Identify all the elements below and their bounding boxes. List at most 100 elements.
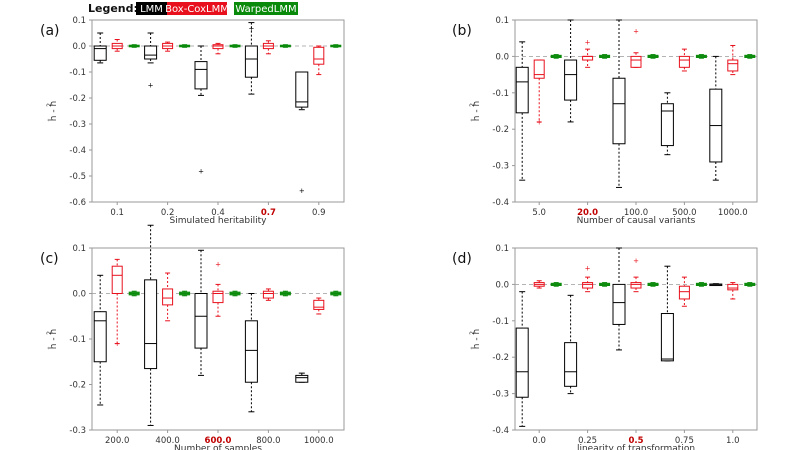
y-axis-label-exponent: 2 (469, 103, 476, 107)
box-lmm-3 (660, 92, 674, 156)
outlier-point: + (633, 257, 639, 265)
y-tick-label: 0.0 (72, 42, 86, 52)
box-boxcoxlmm-3 (678, 276, 690, 307)
panel-b: (b) -0.4 -0.3 -0.2 -0.1 0.0 0.1 5.0 20.0 100.0 500… (452, 16, 758, 226)
y-axis-label: ĥ - h (47, 101, 59, 122)
panel-label: (d) (452, 251, 472, 267)
x-tick-label: 0.1 (110, 208, 124, 218)
y-axis-label: ĥ - h (470, 101, 482, 122)
box-body (582, 282, 594, 289)
legend-label-boxcox: Box-CoxLMM (165, 4, 229, 15)
box-boxcoxlmm-1: + (582, 265, 594, 293)
box-warpedlmm-1 (599, 54, 611, 59)
x-tick-label: 1.0 (726, 436, 740, 446)
box-boxcoxlmm-1 (162, 41, 174, 52)
box-body (515, 66, 529, 114)
box-boxcoxlmm-4 (727, 282, 739, 300)
outlier-point: + (248, 24, 254, 32)
box-warpedlmm-3 (279, 44, 291, 48)
y-tick-label: 0.0 (72, 290, 86, 300)
box-boxcoxlmm-2: + (212, 260, 224, 317)
box-body (612, 283, 626, 325)
box-warpedlmm-0 (550, 54, 562, 59)
outlier-point: + (585, 265, 591, 273)
outlier-point: + (299, 187, 305, 195)
y-tick-label: -0.2 (492, 125, 509, 135)
y-tick-label: -0.4 (492, 426, 509, 436)
box-body (660, 313, 674, 362)
panel-label: (c) (40, 251, 59, 267)
x-tick-label: 5.0 (532, 208, 546, 218)
box-lmm-0 (515, 291, 529, 427)
y-tick-label: 0.1 (495, 16, 509, 26)
x-axis-label: linearity of transformation (577, 444, 695, 450)
box-warpedlmm-4 (744, 54, 756, 59)
box-lmm-0 (515, 41, 529, 181)
legend-title: Legend: (88, 2, 138, 15)
box-body (612, 77, 626, 145)
y-tick-label: -0.3 (492, 390, 509, 400)
box-warpedlmm-2 (229, 44, 241, 48)
box-body (564, 342, 578, 387)
box-boxcoxlmm-1 (162, 272, 174, 322)
box-boxcoxlmm-2: + (630, 27, 642, 68)
box-lmm-4: + (295, 71, 309, 195)
legend-label-lmm: LMM (140, 4, 163, 15)
outlier-point: + (536, 118, 542, 126)
y-tick-label: -0.1 (492, 89, 509, 99)
plot-frame (91, 247, 345, 431)
panel-d: (d) -0.4 -0.3 -0.2 -0.1 0.0 0.1 0.0 0.25 0.5 0.75 1… (452, 244, 758, 450)
box-lmm-1: + (144, 32, 158, 90)
outlier-point: + (633, 27, 639, 35)
box-body (144, 279, 158, 370)
y-tick-label: -0.1 (492, 317, 509, 327)
x-tick-label: 0.25 (578, 436, 597, 446)
box-boxcoxlmm-2 (212, 42, 224, 55)
y-tick-label: -0.6 (69, 198, 86, 208)
x-tick-label: 0.5 (628, 436, 643, 446)
box-boxcoxlmm-3 (262, 40, 274, 55)
box-warpedlmm-2 (647, 54, 659, 59)
y-tick-label: 0.0 (495, 52, 509, 62)
legend-item-lmm: LMM (136, 2, 167, 15)
box-body (244, 320, 258, 383)
y-tick-label: -0.2 (69, 381, 86, 391)
box-boxcoxlmm-0 (533, 280, 545, 289)
y-tick-label: -0.3 (69, 120, 86, 130)
y-axis-label: ĥ - h (470, 329, 482, 350)
box-boxcoxlmm-0: + (111, 258, 123, 348)
legend-label-warped: WarpedLMM (235, 4, 296, 15)
box-lmm-2: + (194, 45, 208, 175)
box-boxcoxlmm-0: + (533, 59, 545, 126)
outlier-point: + (215, 260, 221, 268)
box-lmm-0 (93, 32, 107, 64)
x-tick-label: 0.75 (675, 436, 694, 446)
box-warpedlmm-1 (179, 44, 191, 48)
box-body (727, 283, 739, 291)
box-body (93, 45, 107, 61)
y-tick-label: -0.3 (69, 426, 86, 436)
box-boxcoxlmm-4 (313, 297, 325, 315)
legend-swatch-warped (234, 2, 298, 15)
box-warpedlmm-3 (695, 282, 707, 287)
box-body (678, 55, 690, 68)
box-body (533, 59, 545, 79)
box-body (111, 265, 123, 295)
box-body (564, 59, 578, 101)
box-body (515, 327, 529, 398)
panel-a: (a) -0.6 -0.5 -0.4 -0.3 -0.2 -0.1 0.0 0.1 0.1 0.2 0… (40, 16, 345, 226)
box-lmm-1 (144, 224, 158, 426)
legend-swatch-boxcox (167, 2, 227, 15)
box-boxcoxlmm-1: + (582, 38, 594, 68)
box-body (630, 55, 642, 68)
outlier-point: + (585, 38, 591, 46)
x-tick-label: 0.2 (161, 208, 175, 218)
box-body (262, 290, 274, 299)
plot-frame (514, 247, 758, 431)
box-body (212, 44, 224, 50)
box-body (194, 61, 208, 90)
x-axis-label: Simulated heritability (170, 216, 268, 226)
legend-swatch-lmm (136, 2, 167, 15)
x-tick-label: 1000.0 (304, 436, 334, 446)
